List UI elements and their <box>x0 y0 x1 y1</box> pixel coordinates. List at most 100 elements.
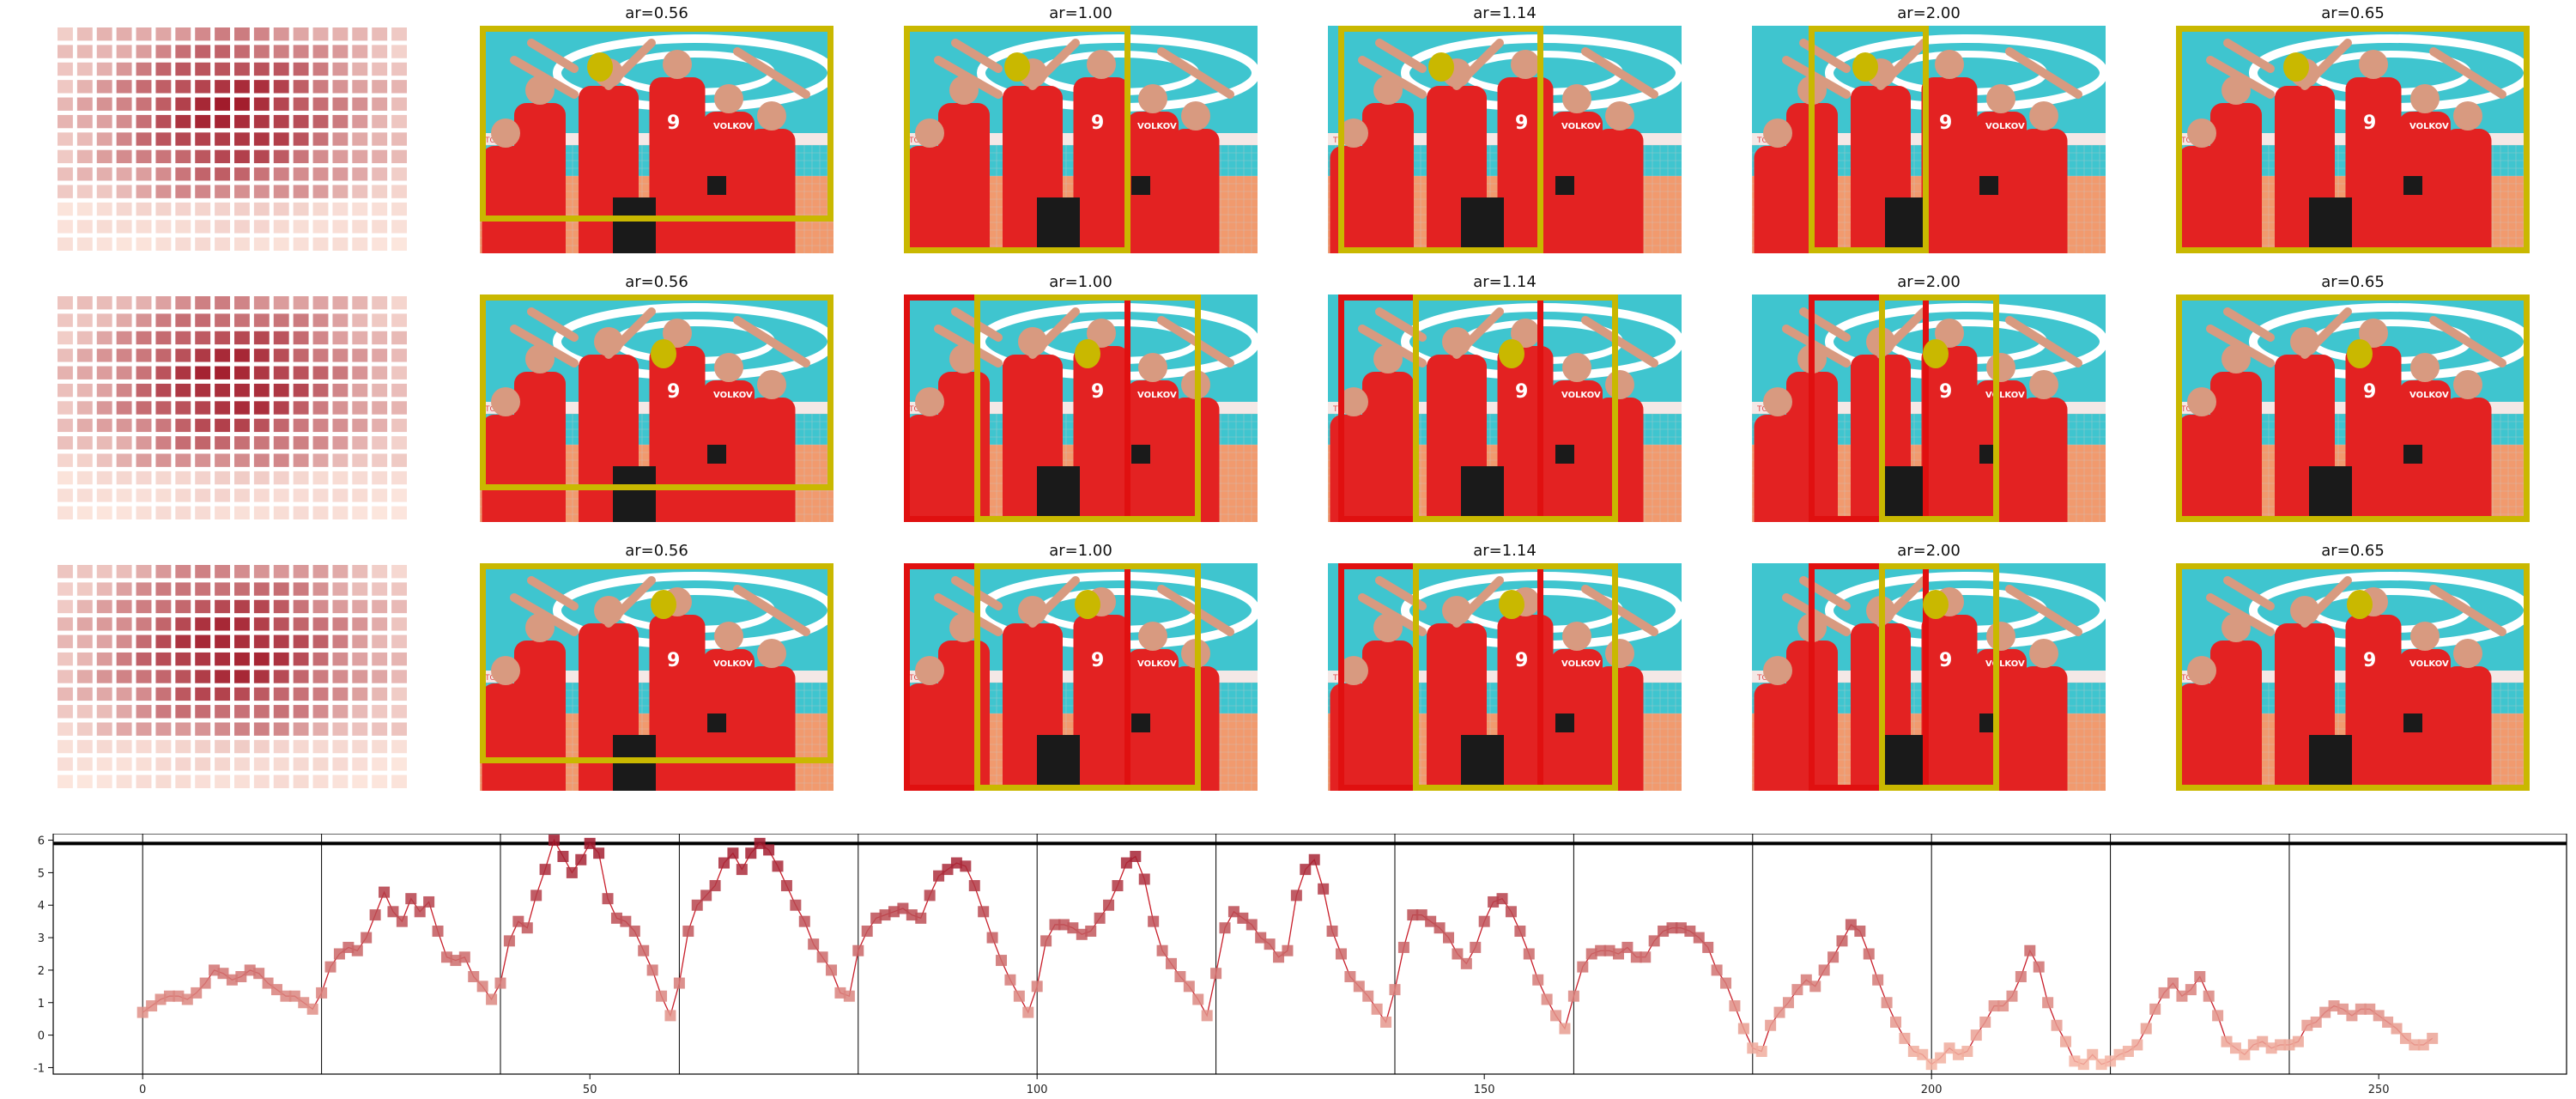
heat-tile <box>155 383 172 398</box>
heat-tile <box>116 114 132 129</box>
heat-tile <box>273 149 289 164</box>
data-point <box>906 909 918 921</box>
heat-tile <box>175 599 191 614</box>
data-point <box>1318 883 1330 895</box>
data-point <box>798 915 810 927</box>
heat-tile <box>234 97 250 111</box>
heat-tile <box>215 185 230 198</box>
jersey-number: 9 <box>667 112 680 134</box>
heat-tile <box>155 366 172 379</box>
heat-tile <box>332 453 349 467</box>
heat-tile <box>155 27 172 41</box>
yellow-crop-box <box>1879 563 2000 791</box>
volleyball-photo: TOKYO 2020TOKYO 20209VOLKOV <box>1328 563 1682 791</box>
data-point <box>1505 906 1517 918</box>
heat-tile <box>391 687 407 701</box>
heat-tile <box>136 97 152 111</box>
score-line-chart: -1 0 1 2 3 4 5 6 0 50 100 150 200 250 <box>33 834 2567 1096</box>
heat-tile <box>273 45 289 58</box>
heat-tile <box>253 383 270 398</box>
focus-dot <box>1923 338 1949 368</box>
aspect-ratio-title: ar=1.14 <box>1473 273 1537 291</box>
heat-tile <box>273 114 289 129</box>
heat-tile <box>391 757 407 771</box>
heat-tile <box>234 582 250 596</box>
heat-tile <box>293 506 309 519</box>
data-point <box>1433 922 1446 934</box>
yellow-crop-box <box>480 563 833 764</box>
jersey-number: 9 <box>1515 381 1528 403</box>
heat-tile <box>58 313 73 327</box>
heat-tile <box>96 617 112 631</box>
data-point <box>1666 922 1678 934</box>
heat-tile <box>58 167 73 181</box>
heat-tile <box>273 418 289 433</box>
heat-tile <box>352 418 368 433</box>
jersey-name: VOLKOV <box>1985 391 2025 400</box>
heat-tile <box>58 757 73 771</box>
heat-tile <box>312 687 329 701</box>
focus-dot <box>1499 338 1525 368</box>
data-point <box>1380 1016 1392 1028</box>
heat-tile <box>155 565 172 579</box>
aspect-ratio-title: ar=0.56 <box>625 542 688 560</box>
heat-tile <box>76 114 93 129</box>
heat-tile <box>195 401 211 415</box>
heat-tile <box>253 62 270 76</box>
data-point <box>1290 890 1302 902</box>
jersey-name: VOLKOV <box>713 391 753 400</box>
heat-tile <box>116 670 132 683</box>
heat-tile <box>312 739 329 754</box>
heat-tile <box>155 185 172 198</box>
heat-tile <box>253 471 270 485</box>
heat-tile <box>293 722 309 736</box>
heat-tile <box>273 383 289 398</box>
heat-tile <box>155 167 172 181</box>
heat-tile <box>372 617 388 631</box>
heat-tile <box>116 366 132 379</box>
heat-tile <box>391 774 407 788</box>
heat-tile <box>234 237 250 251</box>
heat-tile <box>352 97 368 111</box>
heat-tile <box>195 331 211 345</box>
heat-tile <box>372 670 388 683</box>
heat-tile <box>195 149 211 164</box>
heat-tile <box>58 27 73 41</box>
heat-tile <box>155 635 172 648</box>
heat-tile <box>96 349 112 362</box>
tile-heatmap <box>58 27 407 251</box>
data-point <box>1863 948 1875 960</box>
heat-tile <box>116 687 132 701</box>
data-point <box>539 864 551 876</box>
heat-tile <box>175 349 191 362</box>
heat-tile <box>76 80 93 94</box>
data-point <box>1684 926 1696 938</box>
aspect-ratio-title: ar=0.56 <box>625 273 688 291</box>
heat-tile <box>391 617 407 631</box>
heat-tile <box>293 670 309 683</box>
heat-tile <box>215 722 230 736</box>
yellow-crop-box <box>904 26 1130 253</box>
data-point <box>772 860 784 872</box>
heat-tile <box>195 565 211 579</box>
heat-tile <box>391 418 407 433</box>
heat-tile <box>273 62 289 76</box>
data-point <box>1720 977 1732 989</box>
heat-tile <box>312 202 329 216</box>
heat-tile <box>332 220 349 234</box>
volleyball-photo: TOKYO 2020TOKYO 20209VOLKOV <box>1328 26 1682 253</box>
heat-tile <box>293 739 309 754</box>
aspect-ratio-title: ar=1.14 <box>1473 542 1537 560</box>
data-point <box>351 944 363 956</box>
heat-tile <box>293 599 309 614</box>
heat-tile <box>332 185 349 198</box>
heat-tile <box>116 97 132 111</box>
heat-tile <box>312 506 329 519</box>
data-point <box>1782 997 1794 1009</box>
heat-tile <box>253 436 270 450</box>
heat-tile <box>155 313 172 327</box>
heat-tile <box>58 506 73 519</box>
heat-tile <box>253 453 270 467</box>
heat-tile <box>136 185 152 198</box>
data-point <box>1425 915 1437 927</box>
